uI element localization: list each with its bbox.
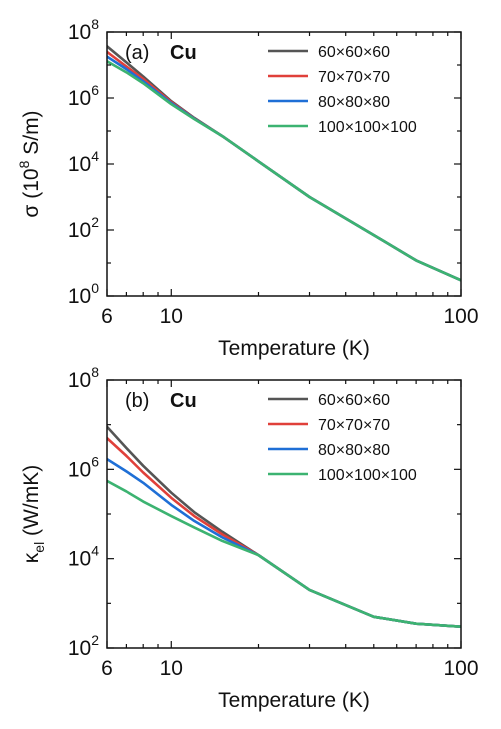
series-group — [107, 44, 461, 282]
panel-material: Cu — [170, 390, 197, 412]
y-tick-label: 102 — [68, 632, 99, 660]
x-tick-label: 10 — [160, 657, 183, 680]
legend: 60×60×60 70×70×70 80×80×80 100×100×100 — [268, 44, 417, 136]
y-tick-exponent: 2 — [91, 632, 99, 648]
legend-label: 60×60×60 — [318, 392, 390, 409]
legend: 60×60×60 70×70×70 80×80×80 100×100×100 — [268, 392, 417, 484]
y-tick-base: 10 — [68, 21, 91, 44]
series-line-100×100×100 — [107, 59, 461, 282]
x-tick-label: 10 — [160, 305, 183, 328]
panel-label: (a) — [125, 42, 149, 64]
legend-label: 70×70×70 — [318, 69, 390, 86]
y-tick-base: 10 — [68, 369, 91, 392]
y-tick-label: 104 — [68, 543, 99, 571]
y-tick-exponent: 4 — [91, 543, 99, 559]
y-tick-label: 106 — [68, 453, 99, 481]
y-tick-base: 10 — [68, 285, 91, 308]
y-axis-title: σ (108 S/m) — [16, 110, 43, 217]
x-tick-label: 6 — [101, 657, 113, 680]
y-tick-base: 10 — [68, 87, 91, 110]
y-tick-base: 10 — [68, 458, 91, 481]
series-line-80×80×80 — [107, 457, 461, 628]
y-tick-label: 108 — [68, 16, 99, 44]
plot-frame — [106, 379, 462, 649]
series-line-100×100×100 — [107, 479, 461, 628]
y-tick-base: 10 — [68, 637, 91, 660]
legend-label: 80×80×80 — [318, 94, 390, 111]
y-tick-base: 10 — [68, 219, 91, 242]
legend-label: 100×100×100 — [318, 119, 417, 136]
series-line-70×70×70 — [107, 50, 461, 282]
y-tick-exponent: 8 — [91, 364, 99, 380]
y-axis-title: κel (W/mK) — [20, 465, 47, 563]
series-line-60×60×60 — [107, 44, 461, 282]
panel-label: (b) — [125, 390, 149, 412]
legend-label: 70×70×70 — [318, 417, 390, 434]
x-axis-title: Temperature (K) — [218, 337, 370, 360]
y-tick-exponent: 6 — [91, 82, 99, 98]
y-tick-exponent: 2 — [91, 214, 99, 230]
y-tick-base: 10 — [68, 548, 91, 571]
x-axis-title: Temperature (K) — [218, 689, 370, 712]
y-tick-label: 104 — [68, 148, 99, 176]
series-line-60×60×60 — [107, 425, 461, 628]
x-tick-label: 100 — [443, 657, 478, 680]
x-tick-label: 100 — [443, 305, 478, 328]
legend-label: 100×100×100 — [318, 467, 417, 484]
legend-label: 60×60×60 — [318, 44, 390, 61]
y-tick-exponent: 0 — [91, 280, 99, 296]
x-tick-label: 6 — [101, 305, 113, 328]
y-tick-label: 108 — [68, 364, 99, 392]
panel-material: Cu — [170, 42, 197, 64]
y-tick-label: 106 — [68, 82, 99, 110]
legend-label: 80×80×80 — [318, 442, 390, 459]
y-tick-exponent: 6 — [91, 453, 99, 469]
y-tick-label: 102 — [68, 214, 99, 242]
y-tick-base: 10 — [68, 153, 91, 176]
y-tick-exponent: 4 — [91, 148, 99, 164]
y-tick-exponent: 8 — [91, 16, 99, 32]
series-group — [107, 425, 461, 628]
y-tick-label: 100 — [68, 280, 99, 308]
